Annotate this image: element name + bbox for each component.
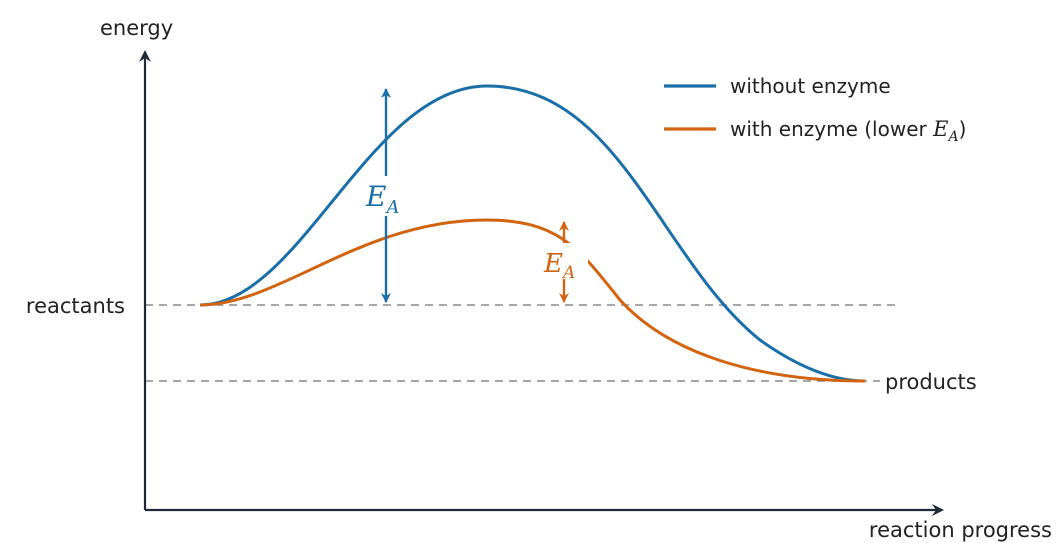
ea-symbol: E [543,249,563,279]
ea-label-without-enzyme: EA [365,180,399,218]
legend-with-suffix: ) [959,117,967,141]
ea-symbol: E [365,180,386,213]
x-axis-label: reaction progress [869,518,1052,542]
legend-label-without-enzyme: without enzyme [730,74,891,98]
ea-subscript: A [384,197,399,218]
reactants-label: reactants [26,294,125,318]
y-axis-label: energy [100,16,173,40]
legend-with-symbol: E [932,117,948,141]
ea-subscript: A [561,263,575,283]
legend-with-prefix: with enzyme (lower [730,117,933,141]
curve-without-enzyme [199,84,866,383]
ea-label-with-enzyme: EA [543,249,575,283]
curve-with-enzyme [199,218,866,383]
products-label: products [885,370,977,394]
legend-label-with-enzyme: with enzyme (lower EA) [730,117,966,145]
legend: without enzyme with enzyme (lower EA) [664,74,966,145]
ea-label-background-blue [364,176,410,216]
ea-label-background-orange [542,243,588,279]
legend-with-subscript: A [946,129,958,145]
